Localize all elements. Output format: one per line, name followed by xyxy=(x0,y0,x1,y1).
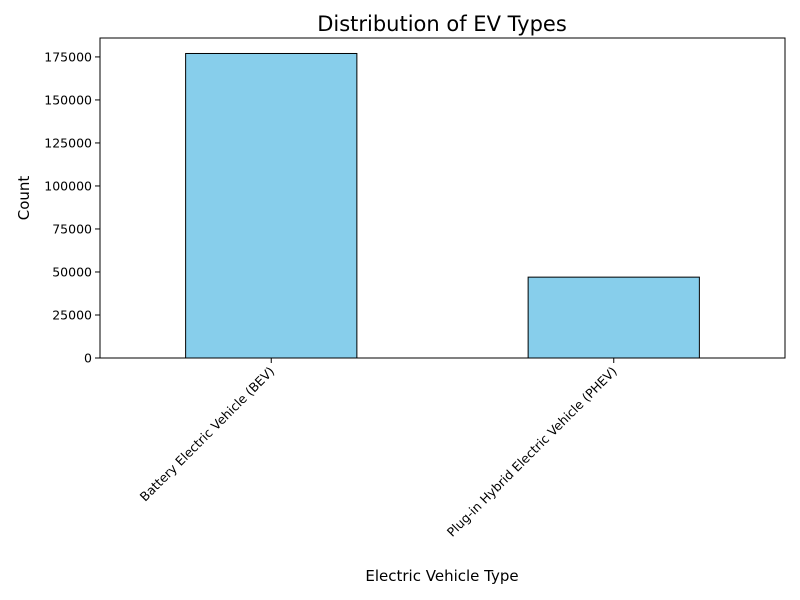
y-tick-label-3: 75000 xyxy=(52,221,92,236)
y-tick-label-6: 150000 xyxy=(44,92,92,107)
y-axis-label: Count xyxy=(15,176,33,221)
x-axis: Battery Electric Vehicle (BEV) Plug-in Hy… xyxy=(137,358,620,540)
bars-group xyxy=(185,52,700,359)
y-tick-label-7: 175000 xyxy=(44,49,92,64)
y-tick-label-2: 50000 xyxy=(52,264,92,279)
x-axis-label: Electric Vehicle Type xyxy=(365,567,518,585)
y-tick-label-4: 100000 xyxy=(44,178,92,193)
bar-0 xyxy=(185,52,358,359)
chart-title: Distribution of EV Types xyxy=(317,12,567,36)
plot-frame xyxy=(99,37,786,359)
x-tick-label-1: Plug-in Hybrid Electric Vehicle (PHEV) xyxy=(444,364,620,540)
y-tick-label-0: 0 xyxy=(84,351,92,366)
y-tick-label-5: 125000 xyxy=(44,135,92,150)
x-tick-label-0: Battery Electric Vehicle (BEV) xyxy=(137,364,278,505)
bar-1 xyxy=(527,276,700,359)
y-tick-label-1: 25000 xyxy=(52,307,92,322)
y-axis: 0 25000 50000 75000 100000 125000 150000 175000 xyxy=(44,49,100,366)
